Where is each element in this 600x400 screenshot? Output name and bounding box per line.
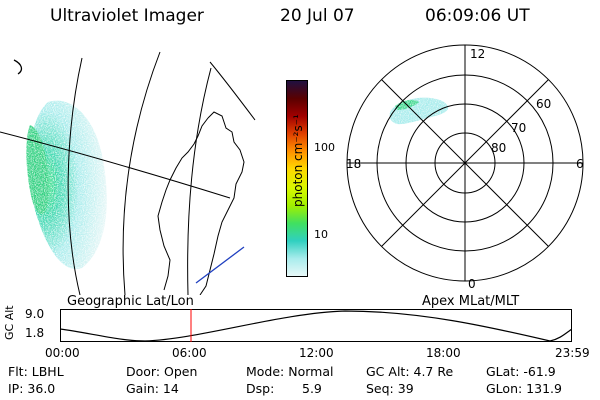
altitude-curve xyxy=(60,310,572,342)
geographic-map xyxy=(0,51,256,295)
status-seq: Seq: 39 xyxy=(366,381,414,396)
altitude-ytick-min: 1.8 xyxy=(25,326,45,340)
altitude-xtick-1200: 12:00 xyxy=(299,346,334,360)
polar-plot-label: Apex MLat/MLT xyxy=(422,294,520,309)
status-glat: GLat: -61.9 xyxy=(486,364,556,379)
mlt-label-0: 0 xyxy=(468,277,476,291)
status-dsp-value: 5.9 xyxy=(302,381,322,396)
lat-label-70: 70 xyxy=(511,121,527,135)
altitude-plot xyxy=(60,309,572,342)
limb-line xyxy=(195,246,245,284)
mlt-label-12: 12 xyxy=(470,47,486,61)
altitude-ytick-max: 9.0 xyxy=(25,307,45,321)
colorbar-tick-100: 100 xyxy=(314,141,335,154)
colorbar-tick-10: 10 xyxy=(314,228,328,241)
status-mode: Mode: Normal xyxy=(246,364,334,379)
status-gc-alt: GC Alt: 4.7 Re xyxy=(366,364,454,379)
aurora-emission xyxy=(26,100,107,270)
altitude-plot-frame xyxy=(60,309,572,342)
mlt-label-6: 6 xyxy=(576,157,584,171)
altitude-xtick-0600: 06:00 xyxy=(172,346,207,360)
polar-diag-2 xyxy=(381,79,549,247)
altitude-xtick-1800: 18:00 xyxy=(426,346,461,360)
altitude-xtick-0000: 00:00 xyxy=(45,346,80,360)
altitude-xtick-2359: 23:59 xyxy=(555,346,590,360)
polar-aurora-emission xyxy=(389,97,449,125)
date-label: 20 Jul 07 xyxy=(280,6,355,26)
map-grid xyxy=(0,51,256,295)
status-dsp-label: Dsp: xyxy=(246,381,275,396)
geographic-map-label: Geographic Lat/Lon xyxy=(67,294,194,309)
mlt-label-18: 18 xyxy=(346,157,362,171)
status-gain: Gain: 14 xyxy=(126,381,179,396)
status-ip: IP: 36.0 xyxy=(8,381,56,396)
status-glon: GLon: 131.9 xyxy=(486,381,562,396)
moon-glyph xyxy=(13,59,23,75)
status-door: Door: Open xyxy=(126,364,198,379)
altitude-ylabel: GC Alt xyxy=(3,305,16,340)
status-filter: Flt: LBHL xyxy=(8,364,64,379)
lat-label-60: 60 xyxy=(536,97,552,111)
colorbar xyxy=(286,80,308,277)
polar-plot xyxy=(346,44,584,282)
time-label: 06:09:06 UT xyxy=(425,6,530,26)
lat-label-80: 80 xyxy=(491,141,507,155)
colorbar-label: photon cm⁻²s⁻¹ xyxy=(291,114,305,207)
instrument-title: Ultraviolet Imager xyxy=(50,6,204,26)
coastline xyxy=(157,111,245,295)
